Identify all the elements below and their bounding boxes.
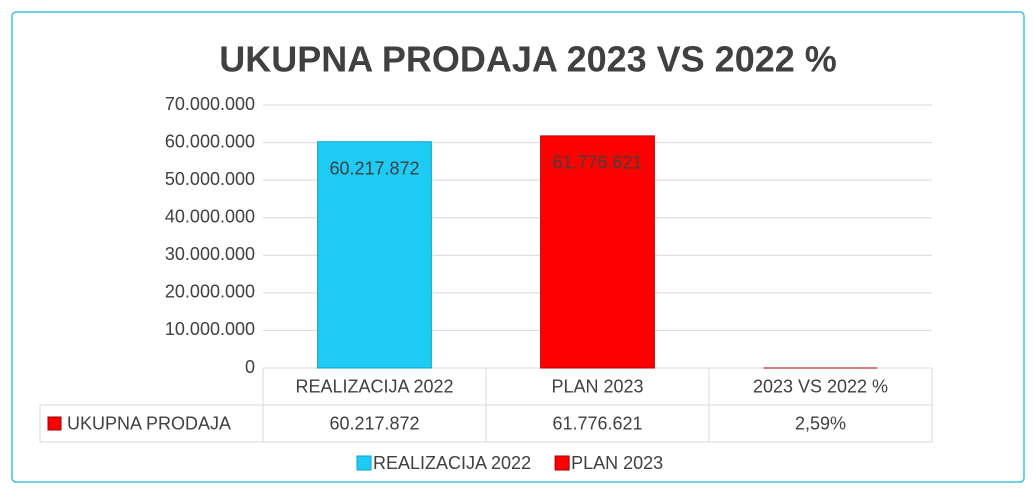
legend-label: PLAN 2023 <box>571 453 663 473</box>
chart-frame <box>11 11 1025 483</box>
y-tick-label: 60.000.000 <box>165 131 255 151</box>
y-tick-label: 30.000.000 <box>165 244 255 264</box>
table-value: 60.217.872 <box>329 413 419 433</box>
x-tick-label: PLAN 2023 <box>551 376 643 396</box>
x-tick-label: REALIZACIJA 2022 <box>295 376 453 396</box>
table-value: 2,59% <box>795 413 846 433</box>
bar <box>540 135 655 369</box>
bar-value-label: 60.217.872 <box>329 159 419 179</box>
table-value: 61.776.621 <box>552 413 642 433</box>
y-tick-label: 0 <box>245 357 255 377</box>
legend-swatch <box>554 455 570 471</box>
legend-swatch <box>356 455 372 471</box>
chart-title: UKUPNA PRODAJA 2023 VS 2022 % <box>219 39 837 80</box>
y-tick-label: 70.000.000 <box>165 94 255 114</box>
legend-label: REALIZACIJA 2022 <box>373 453 531 473</box>
bar-value-label: 61.776.621 <box>552 153 642 173</box>
y-tick-label: 50.000.000 <box>165 169 255 189</box>
legend-swatch <box>47 416 62 431</box>
x-tick-label: 2023 VS 2022 % <box>753 376 888 396</box>
y-tick-label: 10.000.000 <box>165 319 255 339</box>
table-series-name: UKUPNA PRODAJA <box>67 413 231 433</box>
y-tick-label: 20.000.000 <box>165 282 255 302</box>
y-tick-label: 40.000.000 <box>165 206 255 226</box>
bar <box>317 141 432 369</box>
